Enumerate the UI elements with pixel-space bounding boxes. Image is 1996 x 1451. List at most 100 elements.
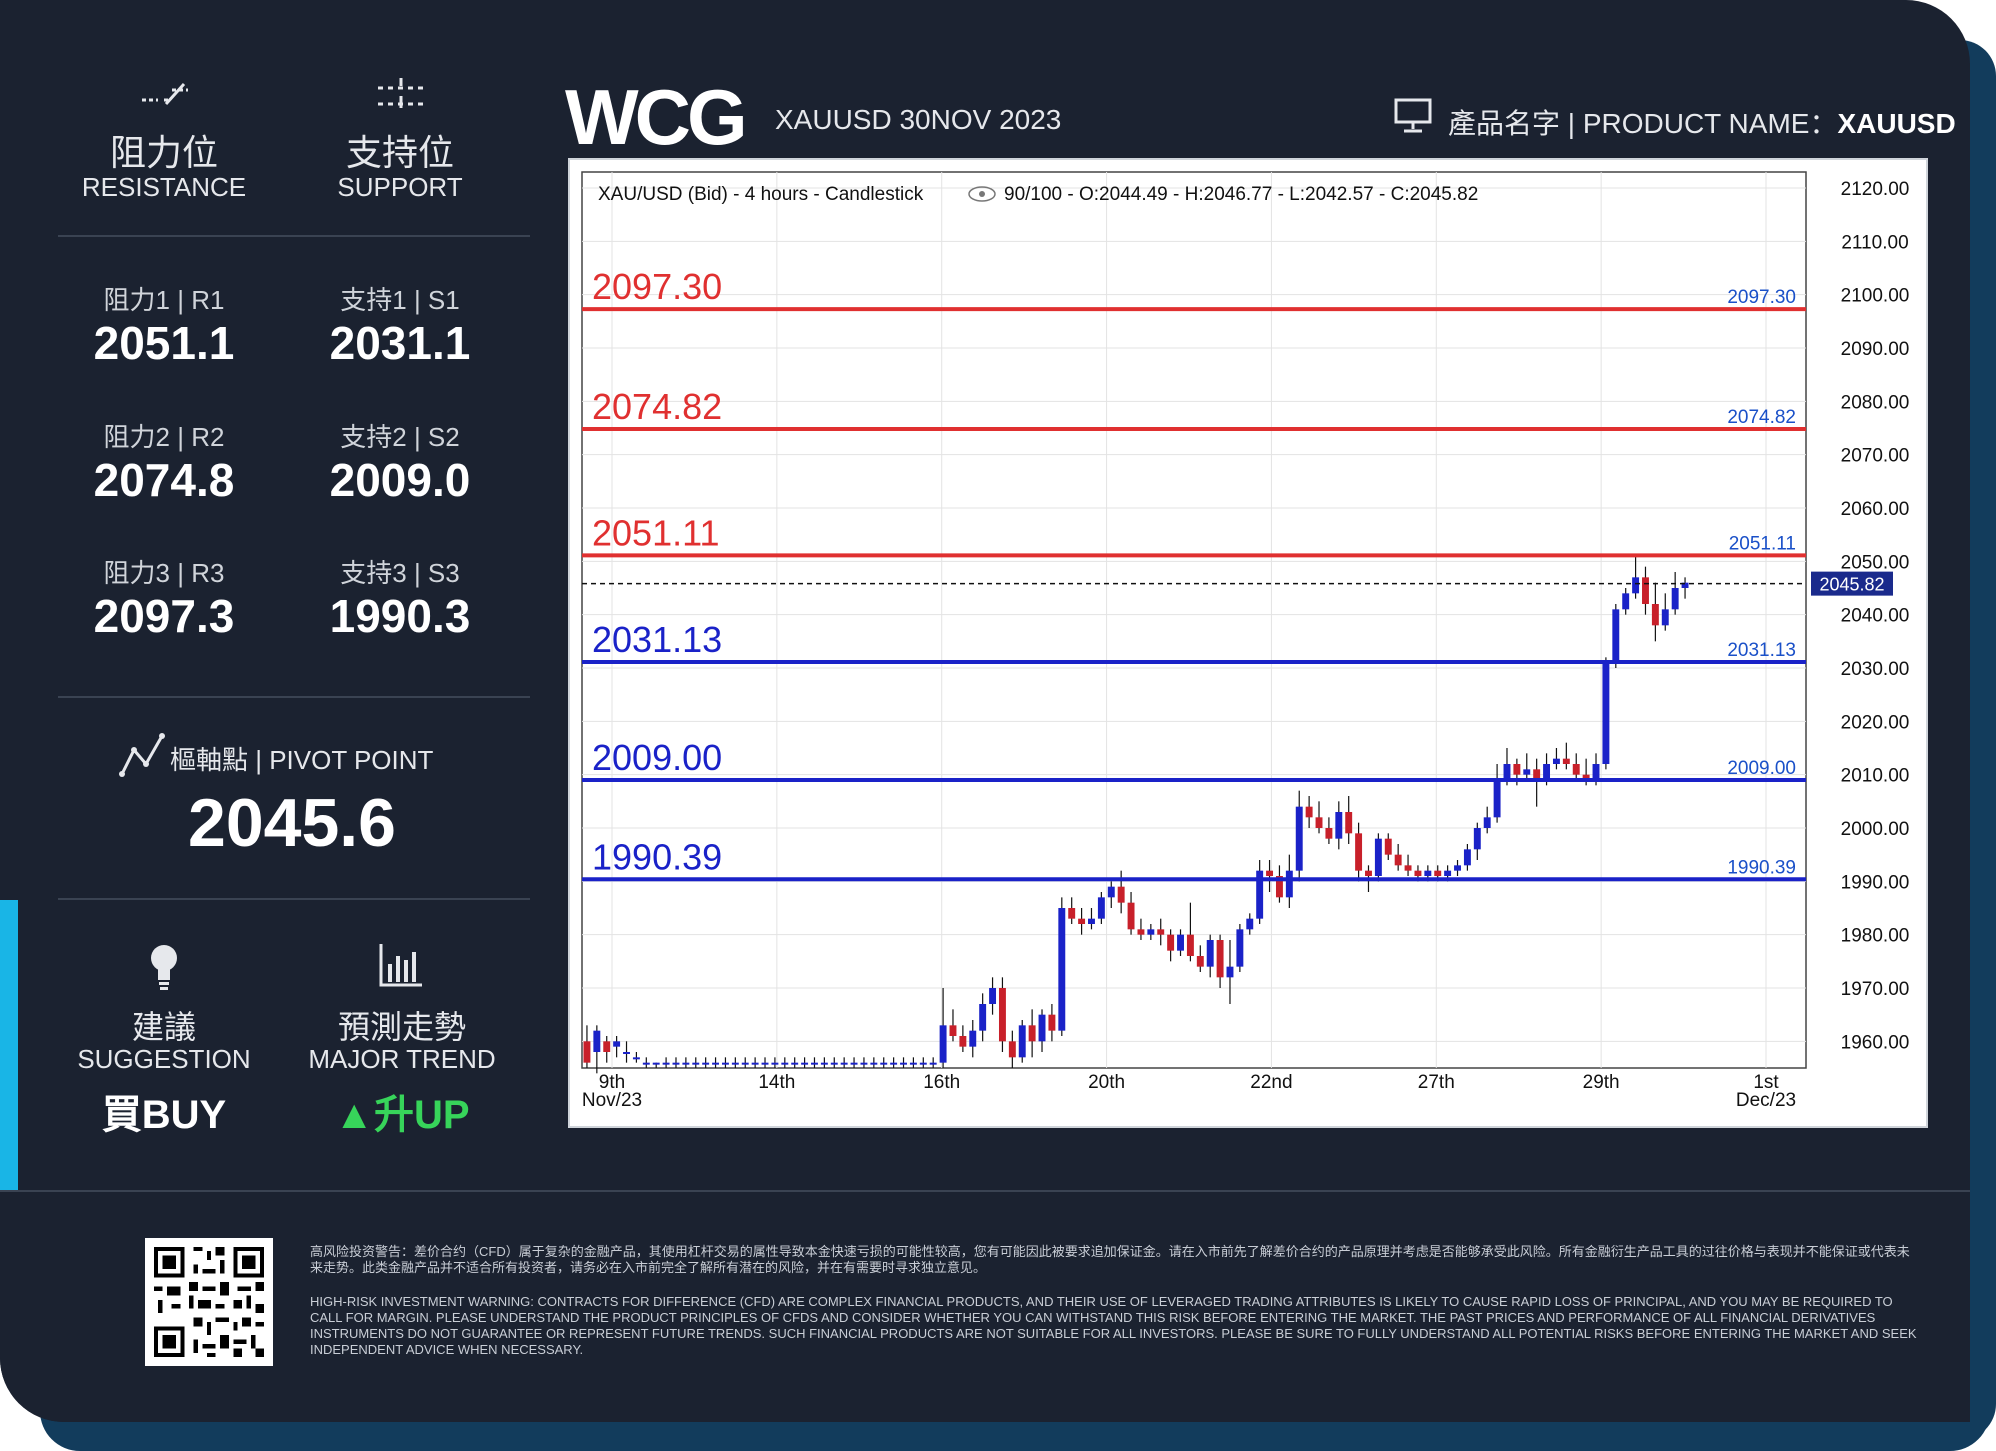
candle-body bbox=[1543, 764, 1551, 780]
x-tick-label: 9th bbox=[599, 1072, 625, 1093]
s3-value: 1990.3 bbox=[329, 590, 471, 642]
resistance-icon bbox=[142, 82, 188, 106]
y-tick-label: 1960.00 bbox=[1841, 1032, 1910, 1053]
report-card: 阻力位 RESISTANCE 支持位 SUPPORT 阻力1 | R1 2051… bbox=[0, 0, 1970, 1422]
candle-body bbox=[682, 1062, 690, 1065]
candle-body bbox=[1295, 806, 1303, 871]
suggestion-title-cn: 建議 bbox=[131, 1009, 196, 1045]
trend-title-en: MAJOR TREND bbox=[308, 1044, 496, 1074]
trend-title-cn: 預測走勢 bbox=[337, 1009, 466, 1045]
candle-body bbox=[860, 1062, 868, 1065]
r2-value: 2074.8 bbox=[93, 454, 235, 506]
candle-body bbox=[1632, 577, 1640, 594]
candle-body bbox=[1582, 774, 1590, 780]
candle-body bbox=[1256, 870, 1264, 919]
candle-body bbox=[1651, 604, 1659, 626]
plot-area bbox=[581, 171, 1807, 1069]
pivot-value: 2045.6 bbox=[188, 785, 396, 861]
candle-body bbox=[692, 1062, 700, 1065]
candle-body bbox=[1493, 780, 1501, 818]
x-tick-label: 27th bbox=[1418, 1072, 1455, 1093]
candle-body bbox=[1345, 812, 1353, 834]
candle-body bbox=[900, 1062, 907, 1065]
candle-body bbox=[890, 1062, 898, 1065]
y-tick-label: 2090.00 bbox=[1841, 339, 1910, 360]
candle-body bbox=[1503, 764, 1511, 780]
candle-body bbox=[1088, 918, 1095, 924]
resistance-tag: 2074.82 bbox=[1727, 407, 1796, 428]
candle-body bbox=[1384, 838, 1392, 855]
candle-body bbox=[1236, 929, 1244, 967]
s1-value: 2031.1 bbox=[329, 317, 471, 369]
candle-body bbox=[751, 1062, 759, 1065]
candle-body bbox=[672, 1062, 680, 1065]
candle-body bbox=[613, 1041, 621, 1047]
candle-body bbox=[840, 1062, 848, 1065]
x-tick-label: 29th bbox=[1583, 1072, 1620, 1093]
candle-body bbox=[1285, 870, 1293, 898]
candle-body bbox=[811, 1062, 818, 1065]
divider bbox=[58, 696, 530, 698]
support-label: 2009.00 bbox=[592, 737, 722, 778]
candle-body bbox=[929, 1062, 937, 1065]
s1-label: 支持1 | S1 bbox=[340, 285, 460, 315]
support-tag: 2031.13 bbox=[1727, 640, 1796, 661]
candle-body bbox=[1335, 812, 1343, 839]
candle-body bbox=[1177, 934, 1184, 951]
y-tick-label: 2000.00 bbox=[1841, 819, 1910, 840]
candle-body bbox=[1355, 833, 1363, 871]
candle-body bbox=[1671, 588, 1679, 610]
candle-body bbox=[1196, 956, 1204, 967]
candle-body bbox=[969, 1030, 977, 1047]
candle-body bbox=[1552, 758, 1560, 764]
product-name: 產品名字 | PRODUCT NAME：XAUUSD bbox=[1448, 102, 1956, 142]
ohlc-readout: 90/100 - O:2044.49 - H:2046.77 - L:2042.… bbox=[1004, 184, 1478, 205]
candle-body bbox=[801, 1062, 809, 1065]
pivot-label: 樞軸點 | PIVOT POINT bbox=[170, 745, 434, 775]
resistance-tag: 2051.11 bbox=[1729, 533, 1796, 554]
y-tick-label: 1970.00 bbox=[1841, 979, 1910, 1000]
candle-body bbox=[1592, 764, 1600, 780]
candle-body bbox=[1058, 908, 1066, 1031]
candle-body bbox=[1533, 769, 1541, 780]
support-icon bbox=[378, 78, 424, 108]
candle-body bbox=[712, 1062, 720, 1065]
disclaimer-cn: 高风险投资警告：差价合约（CFD）属于复杂的金融产品，其使用杠杆交易的属性导致本… bbox=[310, 1244, 1910, 1275]
support-title-cn: 支持位 bbox=[345, 132, 454, 173]
candle-body bbox=[1394, 854, 1402, 866]
y-tick-label: 1980.00 bbox=[1841, 926, 1910, 947]
suggestion-title-en: SUGGESTION bbox=[77, 1044, 251, 1074]
candle-body bbox=[741, 1062, 749, 1065]
candle-body bbox=[1167, 934, 1175, 951]
candle-body bbox=[721, 1062, 729, 1065]
current-price-value: 2045.82 bbox=[1819, 575, 1884, 595]
candle-body bbox=[761, 1062, 769, 1065]
pivot-icon bbox=[119, 733, 165, 777]
lightbulb-icon bbox=[151, 945, 177, 990]
suggestion-value: 買BUY bbox=[101, 1093, 227, 1137]
product-label: 產品名字 | PRODUCT NAME： bbox=[1448, 108, 1838, 139]
accent-bar bbox=[0, 900, 18, 1190]
current-price-tag bbox=[1811, 571, 1893, 596]
candle-body bbox=[919, 1062, 927, 1065]
y-tick-label: 2020.00 bbox=[1841, 712, 1910, 733]
candle-body bbox=[1216, 940, 1224, 978]
candle-body bbox=[652, 1062, 660, 1065]
candle-body bbox=[603, 1041, 611, 1052]
y-tick-label: 2120.00 bbox=[1841, 179, 1910, 200]
candle-body bbox=[989, 988, 997, 1004]
bar-chart-icon bbox=[379, 944, 422, 987]
candle-body bbox=[1562, 758, 1570, 764]
candle-body bbox=[1404, 865, 1412, 871]
support-label: 1990.39 bbox=[592, 836, 722, 877]
qr-code bbox=[145, 1238, 273, 1366]
candle-body bbox=[1226, 966, 1234, 978]
monitor-icon bbox=[1394, 98, 1432, 133]
y-tick-label: 2060.00 bbox=[1841, 499, 1910, 520]
candle-body bbox=[593, 1030, 601, 1052]
candle-body bbox=[1048, 1014, 1056, 1031]
candle-body bbox=[1661, 609, 1669, 626]
candle-body bbox=[1483, 817, 1491, 828]
x-tick-sublabel: Nov/23 bbox=[582, 1090, 642, 1111]
candle-body bbox=[1107, 886, 1115, 898]
